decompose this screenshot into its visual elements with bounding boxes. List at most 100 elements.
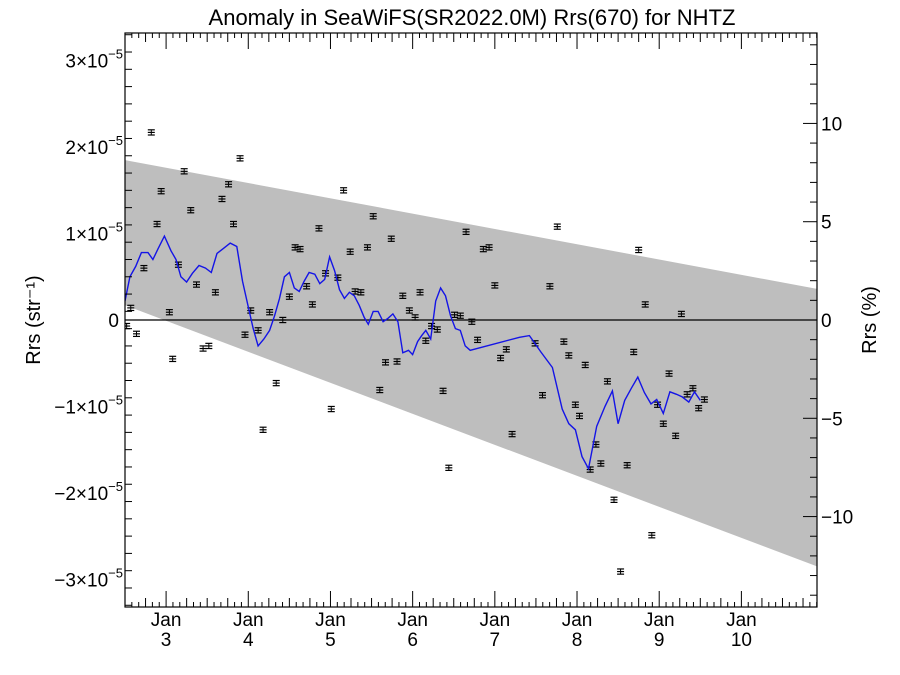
x-tick-label-month: Jan bbox=[726, 610, 757, 631]
smoothed-anomaly-line bbox=[125, 234, 701, 471]
data-point-errorbar bbox=[187, 207, 195, 214]
data-point-errorbar bbox=[695, 404, 703, 412]
data-point-errorbar bbox=[369, 213, 377, 220]
data-point-errorbar bbox=[497, 354, 505, 362]
data-point-errorbar bbox=[683, 391, 691, 398]
x-tick-label-month: Jan bbox=[233, 610, 264, 631]
data-point-errorbar bbox=[445, 464, 453, 472]
data-point-errorbar bbox=[575, 412, 583, 420]
y-right-tick-label: −5 bbox=[821, 409, 843, 430]
data-point-errorbar bbox=[565, 352, 573, 359]
data-point-errorbar bbox=[157, 188, 165, 195]
data-point-errorbar bbox=[641, 301, 649, 308]
data-point-errorbar bbox=[635, 246, 643, 254]
x-tick-label-year: 9 bbox=[654, 630, 665, 651]
data-point-errorbar bbox=[597, 460, 605, 467]
data-point-errorbar bbox=[546, 283, 554, 290]
x-tick-label-year: 4 bbox=[243, 630, 254, 651]
data-point-errorbar bbox=[677, 310, 685, 318]
data-point-errorbar bbox=[451, 311, 459, 319]
data-point-errorbar bbox=[700, 396, 708, 403]
data-point-errorbar bbox=[610, 496, 618, 504]
data-point-errorbar bbox=[169, 355, 177, 363]
data-point-errorbar bbox=[376, 386, 384, 394]
x-tick-label-month: Jan bbox=[480, 610, 511, 631]
data-point-errorbar bbox=[648, 532, 656, 539]
data-point-errorbar bbox=[205, 342, 213, 350]
x-tick-label-month: Jan bbox=[562, 610, 593, 631]
data-point-errorbar bbox=[133, 330, 141, 338]
data-point-errorbar bbox=[581, 361, 589, 369]
x-tick-label-year: 10 bbox=[731, 630, 752, 651]
data-point-errorbar bbox=[327, 405, 335, 413]
plot-area bbox=[125, 129, 817, 575]
data-point-errorbar bbox=[218, 195, 226, 203]
data-point-errorbar bbox=[229, 220, 237, 228]
data-point-errorbar bbox=[433, 326, 441, 333]
y-axis-label-left: Rrs (str⁻¹) bbox=[23, 275, 45, 364]
data-point-errorbar bbox=[689, 385, 697, 392]
data-point-errorbar bbox=[630, 348, 638, 356]
data-point-errorbar bbox=[193, 281, 201, 288]
y-left-tick-label: −1×10−5 bbox=[54, 392, 123, 418]
data-point-errorbar bbox=[502, 346, 510, 353]
x-tick-label-year: 5 bbox=[325, 630, 336, 651]
data-point-errorbar bbox=[422, 337, 430, 344]
chart-title: Anomaly in SeaWiFS(SR2022.0M) Rrs(670) f… bbox=[209, 5, 736, 30]
data-point-errorbar bbox=[346, 248, 354, 255]
data-point-errorbar bbox=[474, 336, 482, 344]
y-left-tick-label: 0 bbox=[108, 311, 119, 332]
y-left-tick-label: −3×10−5 bbox=[54, 565, 123, 591]
data-point-errorbar bbox=[211, 289, 219, 296]
x-tick-label-year: 6 bbox=[407, 630, 418, 651]
y-left-tick-label: 2×10−5 bbox=[65, 133, 123, 159]
data-point-errorbar bbox=[539, 392, 547, 399]
data-point-errorbar bbox=[560, 338, 568, 345]
data-point-errorbar bbox=[296, 245, 304, 253]
data-point-errorbar bbox=[603, 378, 611, 385]
x-tick-label-year: 8 bbox=[572, 630, 583, 651]
y-axis-label-right: Rrs (%) bbox=[859, 286, 881, 354]
confidence-band bbox=[125, 160, 817, 567]
data-point-errorbar bbox=[659, 420, 667, 427]
y-right-tick-label: 10 bbox=[821, 114, 842, 135]
y-left-tick-label: 3×10−5 bbox=[65, 47, 123, 73]
x-tick-label-year: 7 bbox=[490, 630, 501, 651]
data-point-errorbar bbox=[456, 312, 464, 319]
data-point-errorbar bbox=[147, 129, 155, 136]
data-point-errorbar bbox=[140, 264, 148, 272]
data-point-errorbar bbox=[468, 318, 476, 325]
data-point-errorbar bbox=[508, 430, 516, 438]
data-point-errorbar bbox=[127, 304, 135, 312]
data-point-errorbar bbox=[617, 568, 625, 575]
data-point-errorbar bbox=[393, 358, 401, 365]
y-right-tick-label: 5 bbox=[821, 213, 832, 234]
data-point-errorbar bbox=[285, 293, 293, 300]
data-point-errorbar bbox=[303, 283, 311, 290]
data-point-errorbar bbox=[357, 289, 365, 296]
data-point-errorbar bbox=[315, 225, 323, 232]
data-point-errorbar bbox=[479, 245, 487, 253]
data-point-errorbar bbox=[241, 331, 249, 338]
y-left-tick-label: 1×10−5 bbox=[65, 220, 123, 246]
data-point-errorbar bbox=[491, 282, 499, 289]
data-point-errorbar bbox=[308, 301, 316, 308]
y-right-tick-label: −10 bbox=[821, 508, 853, 529]
data-point-errorbar bbox=[439, 387, 447, 395]
data-point-errorbar bbox=[254, 327, 262, 334]
data-point-errorbar bbox=[266, 309, 274, 316]
data-point-errorbar bbox=[672, 432, 680, 440]
y-left-tick-label: −2×10−5 bbox=[54, 479, 123, 505]
data-point-errorbar bbox=[462, 228, 470, 236]
data-point-errorbar bbox=[665, 370, 673, 377]
x-tick-label-month: Jan bbox=[644, 610, 675, 631]
data-point-errorbar bbox=[387, 235, 395, 242]
data-point-errorbar bbox=[411, 314, 419, 321]
data-point-errorbar bbox=[279, 316, 287, 324]
data-point-errorbar bbox=[236, 155, 244, 162]
x-tick-label-month: Jan bbox=[315, 610, 346, 631]
data-point-errorbar bbox=[399, 292, 407, 299]
data-point-errorbar bbox=[485, 244, 493, 251]
data-point-errorbar bbox=[225, 181, 233, 188]
